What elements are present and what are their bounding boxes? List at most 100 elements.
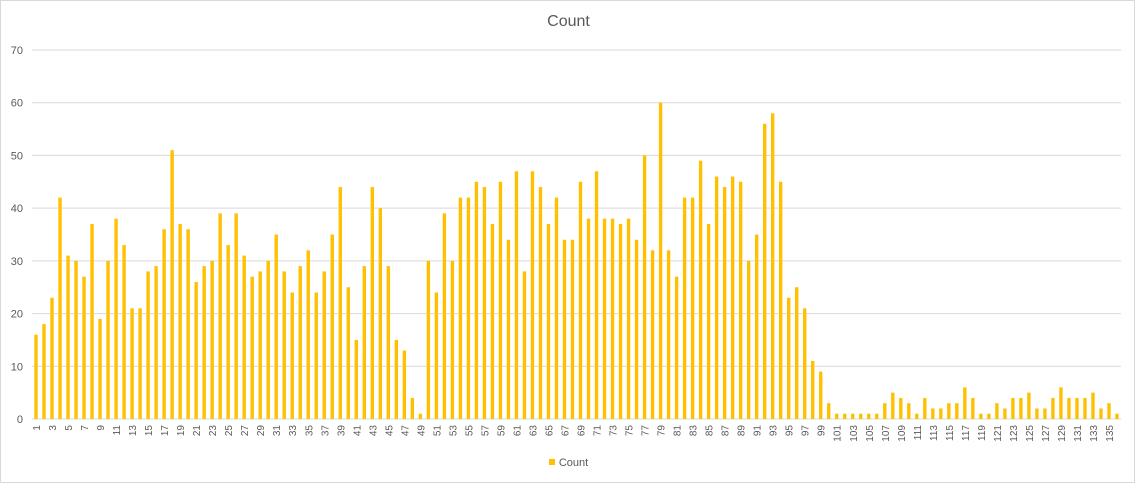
x-tick-label: 113 [929, 425, 940, 441]
bar-84 [698, 160, 703, 419]
bar-44 [378, 208, 383, 419]
x-tick-label: 97 [801, 425, 812, 437]
bar-37 [322, 271, 326, 419]
bar-94 [779, 181, 783, 419]
x-tick-label: 75 [625, 425, 636, 437]
x-tick-label: 27 [240, 425, 251, 437]
bar-114 [939, 408, 943, 419]
x-tick-label: 41 [352, 425, 363, 437]
bar-19 [178, 223, 182, 419]
bar-87 [722, 187, 727, 419]
x-tick-label: 131 [1073, 425, 1084, 442]
bar-105 [867, 413, 871, 419]
bar-98 [811, 361, 815, 419]
x-tick-label: 77 [641, 425, 652, 437]
bar-12 [122, 245, 126, 419]
bar-32 [282, 271, 286, 419]
bar-59 [498, 181, 503, 419]
bar-10 [106, 260, 110, 419]
bar-104 [859, 413, 863, 419]
bar-45 [386, 266, 391, 419]
x-tick-label: 61 [512, 425, 523, 437]
bar-6 [74, 260, 78, 419]
bar-126 [1035, 408, 1039, 419]
y-tick-label: 70 [11, 45, 23, 57]
x-tick-label: 99 [817, 425, 828, 437]
x-tick-label: 69 [577, 425, 588, 437]
x-tick-label: 89 [737, 425, 748, 437]
x-tick-label: 3 [48, 425, 59, 431]
x-tick-label: 51 [432, 425, 443, 437]
bar-18 [170, 150, 174, 419]
bar-116 [955, 403, 959, 419]
bar-120 [987, 413, 991, 419]
bar-93 [770, 113, 775, 419]
bar-46 [394, 339, 399, 419]
bar-73 [610, 218, 615, 419]
bar-80 [666, 250, 671, 419]
x-tick-label: 95 [785, 425, 796, 437]
x-tick-label: 123 [1009, 425, 1020, 442]
bar-61 [514, 171, 519, 419]
bar-95 [787, 297, 791, 419]
bar-43 [370, 187, 374, 419]
bar-28 [250, 276, 254, 419]
bar-50 [426, 260, 431, 419]
bar-52 [442, 213, 447, 419]
bar-27 [242, 255, 246, 419]
bar-135 [1107, 403, 1111, 419]
x-tick-label: 79 [657, 425, 668, 437]
x-tick-label: 83 [689, 425, 700, 437]
y-tick-label: 60 [11, 98, 23, 110]
x-tick-label: 129 [1057, 425, 1068, 442]
x-tick-label: 33 [288, 425, 299, 437]
bar-89 [738, 181, 743, 419]
x-tick-label: 125 [1025, 425, 1036, 442]
x-tick-label: 103 [849, 425, 860, 442]
x-tick-label: 115 [945, 425, 956, 441]
x-tick-label: 59 [496, 425, 507, 437]
bar-130 [1067, 397, 1071, 419]
bar-57 [482, 187, 487, 419]
bar-112 [923, 397, 927, 419]
x-tick-label: 107 [881, 425, 892, 442]
x-tick-label: 15 [144, 425, 155, 437]
bar-41 [354, 339, 358, 419]
bar-132 [1083, 397, 1087, 419]
bar-1 [34, 334, 38, 419]
bar-101 [835, 413, 839, 419]
y-tick-label: 10 [11, 361, 23, 373]
y-tick-label: 50 [11, 150, 23, 162]
bar-136 [1115, 413, 1119, 419]
x-tick-label: 53 [448, 425, 459, 437]
bar-65 [546, 223, 551, 419]
x-tick-label: 111 [913, 425, 924, 441]
bar-107 [883, 403, 887, 419]
chart-frame: Count 0 10 20 30 40 50 60 70 1 3 5 7 9 11 13 15 17 19 21 23… [0, 0, 1135, 483]
bar-62 [522, 271, 527, 419]
x-tick-label: 87 [721, 425, 732, 437]
x-tick-label: 49 [416, 425, 427, 437]
bar-102 [843, 413, 847, 419]
x-tick-label: 9 [96, 425, 107, 431]
bar-48 [410, 397, 415, 419]
bar-24 [218, 213, 222, 419]
bar-113 [931, 408, 935, 419]
x-tick-label: 7 [80, 425, 91, 431]
bar-22 [202, 266, 206, 419]
bar-91 [754, 234, 759, 419]
x-tick-label: 39 [336, 425, 347, 437]
x-tick-label: 5 [64, 425, 75, 431]
bar-117 [963, 387, 967, 419]
bar-33 [290, 292, 294, 419]
x-tick-label: 81 [673, 425, 684, 437]
x-tick-label: 35 [304, 425, 315, 437]
x-tick-label: 133 [1089, 425, 1100, 442]
bar-134 [1099, 408, 1103, 419]
bar-17 [162, 229, 166, 419]
legend-swatch [548, 459, 555, 466]
x-tick-label: 57 [480, 425, 491, 437]
bar-90 [746, 260, 751, 419]
bar-111 [915, 413, 919, 419]
bar-39 [338, 187, 342, 419]
